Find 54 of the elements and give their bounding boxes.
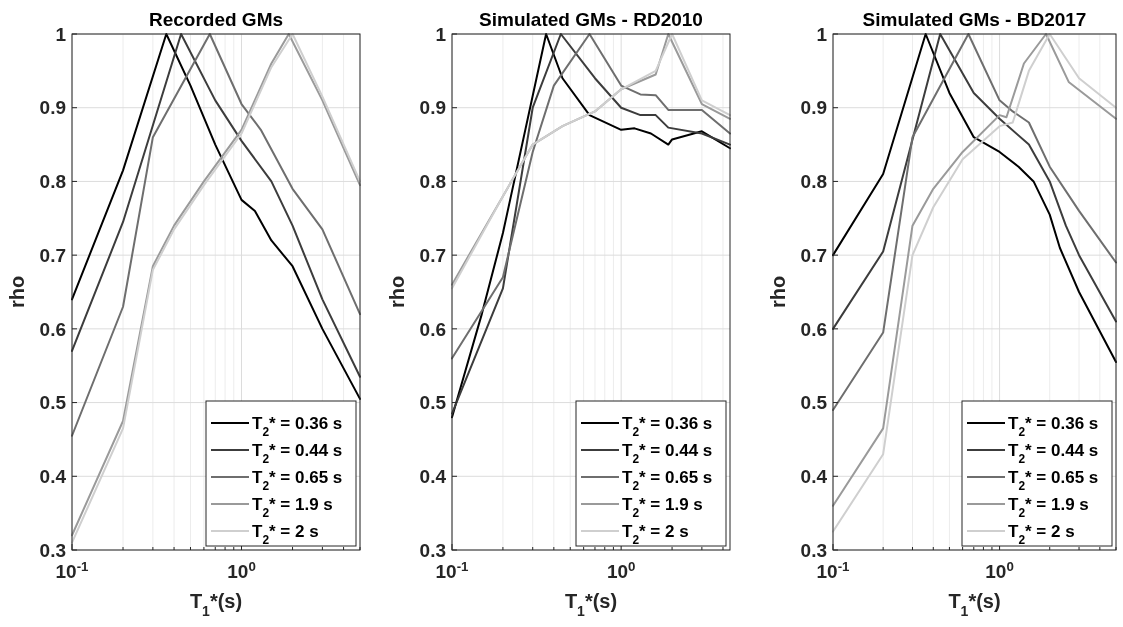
legend-label: T$_{2}$* = 0.44 s: [1008, 441, 1099, 466]
x-axis-title: T$_{1}$*(s): [948, 590, 1001, 619]
y-tick-label: 0.4: [39, 465, 67, 487]
legend-label: T$_{2}$* = 1.9 s: [1008, 495, 1089, 520]
y-tick-label: 1: [435, 23, 447, 45]
y-tick-label: 0.4: [800, 465, 828, 487]
chart-title: Recorded GMs: [148, 9, 284, 30]
chart-title: Simulated GMs - BD2017: [862, 9, 1087, 30]
y-tick-label: 0.6: [800, 318, 827, 340]
x-tick-label: 10$^{0}$: [985, 558, 1014, 582]
y-tick-label: 0.3: [419, 539, 446, 561]
x-axis-title: T$_{1}$*(s): [564, 590, 618, 619]
legend-label: T$_{2}$* = 0.65 s: [1008, 468, 1099, 493]
x-tick-label: 10$^{0}$: [606, 558, 636, 582]
y-axis-title: rho: [6, 275, 28, 309]
x-tick-label: 10$^{-1}$: [816, 558, 851, 582]
legend-label: T$_{2}$* = 0.44 s: [252, 441, 343, 466]
y-tick-label: 0.7: [39, 244, 66, 266]
y-tick-label: 0.8: [39, 171, 66, 193]
y-tick-label: 0.6: [419, 318, 446, 340]
y-tick-label: 0.5: [800, 392, 828, 414]
legend-label: T$_{2}$* = 1.9 s: [622, 495, 703, 520]
legend-label: T$_{2}$* = 0.44 s: [622, 441, 713, 466]
y-tick-label: 1: [816, 23, 828, 45]
y-tick-label: 0.9: [39, 97, 66, 119]
y-tick-label: 0.7: [419, 244, 446, 266]
y-tick-label: 0.3: [800, 539, 827, 561]
y-tick-label: 0.9: [419, 97, 446, 119]
legend-label: T$_{2}$* = 0.65 s: [252, 468, 343, 493]
y-tick-label: 1: [55, 23, 67, 45]
y-tick-label: 0.8: [800, 171, 827, 193]
legend-label: T$_{2}$* = 2 s: [1008, 522, 1075, 547]
legend-label: T$_{2}$* = 2 s: [252, 522, 319, 547]
legend-label: T$_{2}$* = 0.36 s: [622, 414, 713, 439]
x-tick-label: 10$^{0}$: [227, 558, 256, 582]
x-tick-label: 10$^{-1}$: [55, 558, 90, 582]
legend-label: T$_{2}$* = 1.9 s: [252, 495, 333, 520]
legend-label: T$_{2}$* = 0.65 s: [622, 468, 713, 493]
y-tick-label: 0.7: [800, 244, 827, 266]
y-axis-title: rho: [386, 275, 408, 309]
y-tick-label: 0.6: [39, 318, 66, 340]
x-axis-title: T$_{1}$*(s): [189, 590, 243, 619]
legend-label: T$_{2}$* = 0.36 s: [1008, 414, 1099, 439]
y-tick-label: 0.5: [39, 392, 67, 414]
y-axis-title: rho: [767, 275, 789, 309]
chart-title: Simulated GMs - RD2010: [479, 9, 703, 30]
legend-label: T$_{2}$* = 2 s: [622, 522, 689, 547]
y-tick-label: 0.5: [419, 392, 447, 414]
y-tick-label: 0.8: [419, 171, 446, 193]
x-tick-label: 10$^{-1}$: [435, 558, 470, 582]
y-tick-label: 0.9: [800, 97, 827, 119]
legend-label: T$_{2}$* = 0.36 s: [252, 414, 343, 439]
y-tick-label: 0.4: [419, 465, 447, 487]
y-tick-label: 0.3: [39, 539, 66, 561]
